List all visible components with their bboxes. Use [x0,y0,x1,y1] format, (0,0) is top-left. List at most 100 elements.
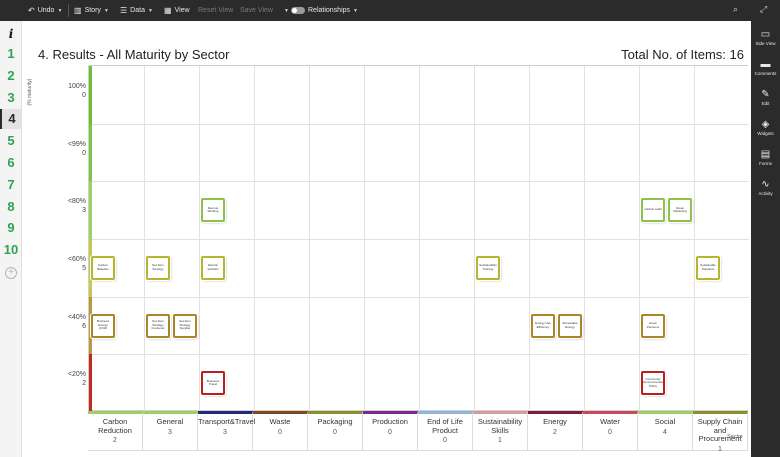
row-count: 5 [82,265,86,272]
main-canvas: 4. Results - All Maturity by Sector Tota… [22,21,751,457]
expand-icon[interactable]: ⤢ [760,4,768,14]
column-count: 3 [168,428,172,436]
relationships-toggle[interactable]: Relationships ▼ [291,5,358,16]
page-number-7[interactable]: 7 [7,176,15,192]
item-card[interactable]: Carbon Baseline [91,255,115,280]
book-icon: ▥ [74,5,82,15]
forms-button[interactable]: ▤ Forms [751,149,780,166]
side-view-button[interactable]: ▭ Side View [751,29,780,46]
item-card[interactable]: Community Environmental Policy [641,371,665,396]
row-count: 6 [82,322,86,330]
chevron-down-icon[interactable]: ▼ [103,7,109,14]
row-count: 3 [82,207,86,215]
page-navigation: i 1 2 3 4 5 6 7 8 9 10 + [0,21,22,457]
grid-row-line [89,181,749,183]
side-view-icon: ▭ [760,29,771,40]
data-menu-button[interactable]: ☰ Data ▼ [120,5,153,15]
column-count: 3 [223,428,227,436]
view-button[interactable]: ▦ View [164,5,190,15]
page-number-10[interactable]: 10 [3,242,19,258]
search-icon[interactable]: ⌕ [733,4,739,14]
column-header: Production 0 [363,411,418,451]
column-header: Supply Chain and Procurement 1 [693,411,748,453]
item-card[interactable]: Electric Vehicles [201,255,225,280]
page-number-8[interactable]: 8 [7,198,15,214]
maturity-band-4 [89,296,92,355]
layers-icon: ◈ [761,119,770,130]
column-header: Waste 0 [253,411,308,451]
grid-row-line [89,296,749,298]
page-number-1[interactable]: 1 [7,46,15,61]
toggle-switch[interactable] [291,7,305,14]
column-name: Carbon Reduction [98,417,132,435]
column-count: 0 [388,428,392,436]
column-count: 4 [663,428,667,436]
column-name: Production [372,417,408,426]
page-number-9[interactable]: 9 [7,220,15,236]
row-label: 100% 0 [62,82,86,100]
column-header: Packaging 0 [308,411,363,451]
row-percent: <99% [67,140,86,148]
pencil-icon: ✎ [761,89,770,100]
item-card[interactable]: Net Zero Strategy [146,255,170,280]
column-header: Social 4 [638,411,693,451]
save-view-button[interactable]: Save View ▼ [240,7,289,14]
column-name: Transport&Travel [198,417,256,426]
info-icon[interactable]: i [8,27,14,41]
item-card[interactable]: Energy Use Efficiency [531,313,555,338]
row-percent: <80% [67,198,86,206]
undo-button[interactable]: ↶ Undo ▼ [28,5,63,15]
item-card[interactable]: Green Pensions [641,313,665,338]
database-icon: ☰ [120,5,128,15]
item-card[interactable]: Carbon Audit [641,198,665,223]
column-header: Water 0 [583,411,638,451]
activity-button[interactable]: ∿ Activity [751,179,780,196]
row-label: <60% 5 [62,255,86,273]
column-name: Energy [543,417,567,426]
column-count: 2 [553,428,557,436]
add-page-icon[interactable]: + [5,267,17,279]
page-number-5[interactable]: 5 [7,133,15,149]
page-number-6[interactable]: 6 [7,155,15,170]
item-card[interactable]: Business Energy (CO2) [91,313,115,338]
row-label: <80% 3 [62,197,86,215]
maturity-grid: Remote Working Carbon Audit Green Marketin… [88,65,749,412]
chevron-down-icon[interactable]: ▼ [147,7,153,14]
item-card[interactable]: Remote Working [201,198,225,223]
page-number-2[interactable]: 2 [7,67,15,83]
chevron-down-icon[interactable]: ▼ [57,7,63,14]
column-count: 0 [278,428,282,436]
item-card[interactable]: Sustainability Training [476,255,500,280]
page-number-3[interactable]: 3 [7,89,15,105]
column-name: Packaging [317,417,353,426]
maturity-band-0 [89,66,92,124]
comment-icon: ▬ [760,59,771,70]
comments-button[interactable]: ▬ Comments [751,59,780,76]
edit-button[interactable]: ✎ Edit [751,89,780,106]
item-card[interactable]: Renewable Energy [558,313,582,338]
story-menu-button[interactable]: ▥ Story ▼ [74,5,109,15]
column-header: General 3 [143,411,198,451]
item-card[interactable]: Green Marketing [668,198,692,223]
reset-view-button[interactable]: Reset View [198,7,234,14]
top-toolbar: ↶ Undo ▼ ▥ Story ▼ ☰ Data ▼ ▦ View Reset… [0,0,780,21]
y-axis-title: (% maturity) [27,78,33,106]
item-card[interactable]: Net Zero Strategy Customer [146,313,170,338]
row-percent: <40% [67,313,86,321]
maturity-band-2 [89,181,92,239]
column-count: 0 [443,437,447,444]
column-name: Sustainability Skills [477,417,523,435]
chevron-down-icon[interactable]: ▼ [353,7,358,14]
page-number-4[interactable]: 4 [0,109,22,130]
column-count: 2 [113,437,117,444]
row-percent: 100% [68,83,86,90]
widgets-button[interactable]: ◈ Widgets [751,119,780,136]
item-card[interactable]: Net Zero Strategy Supplier [173,313,197,338]
column-name: Social [654,417,676,426]
activity-icon: ∿ [761,179,770,190]
item-card[interactable]: Business Travel [201,371,225,396]
chevron-down-icon[interactable]: ▼ [283,7,289,14]
item-card[interactable]: Sustainable Suppliers [696,255,720,280]
column-name: Waste [269,417,291,426]
